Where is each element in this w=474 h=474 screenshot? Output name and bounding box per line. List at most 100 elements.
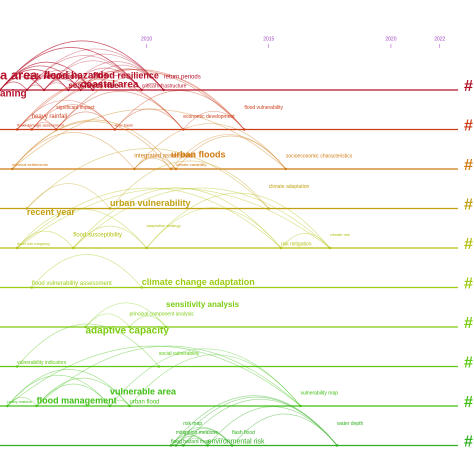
link-arc bbox=[280, 233, 331, 249]
keyword: vulnerable area bbox=[110, 386, 177, 396]
keyword: water depth bbox=[337, 421, 363, 427]
keyword: vulnerability indicators bbox=[17, 360, 67, 366]
keyword-node bbox=[182, 444, 185, 447]
keyword: integrated assessment bbox=[134, 154, 195, 160]
keyword-node bbox=[133, 167, 136, 171]
keyword: socioeconomic characteristics bbox=[286, 153, 353, 159]
link-arc bbox=[31, 104, 116, 130]
cluster-label: # bbox=[464, 236, 473, 253]
keyword-node bbox=[79, 88, 82, 92]
link-arc bbox=[0, 65, 81, 91]
keyword: mitigation measure bbox=[176, 430, 218, 436]
keyword: significant impact bbox=[56, 105, 95, 111]
keyword: return periods bbox=[164, 75, 201, 81]
link-arc bbox=[0, 81, 28, 91]
link-arc bbox=[36, 383, 111, 407]
keyword-node bbox=[174, 444, 178, 447]
link-arc bbox=[7, 396, 37, 407]
cluster-label: # bbox=[464, 355, 473, 372]
keyword-node bbox=[206, 444, 209, 447]
keyword-node bbox=[108, 207, 112, 210]
link-arc bbox=[11, 121, 172, 170]
link-arc bbox=[0, 47, 142, 91]
link-arc bbox=[146, 207, 282, 249]
keyword: heavy rainfall bbox=[32, 114, 67, 120]
link-arc bbox=[16, 208, 147, 249]
keyword-node bbox=[299, 404, 302, 408]
link-arc bbox=[68, 85, 81, 91]
link-arc bbox=[16, 323, 160, 367]
link-arc bbox=[73, 187, 282, 249]
keyword: a area bbox=[0, 67, 38, 82]
link-arc bbox=[170, 434, 208, 446]
keyword-node bbox=[128, 325, 131, 329]
keyword: economic development bbox=[183, 114, 235, 120]
link-arc bbox=[182, 110, 245, 130]
keyword-node bbox=[42, 88, 46, 92]
keyword: climate variability bbox=[176, 162, 206, 167]
keyword-node bbox=[30, 286, 33, 289]
keyword-node bbox=[169, 444, 173, 447]
keyword-node bbox=[15, 246, 19, 250]
keyword: risk reduction bbox=[27, 72, 80, 81]
link-arc bbox=[43, 75, 94, 91]
keyword: flood risk mapping bbox=[17, 241, 49, 246]
link-arc bbox=[134, 156, 177, 170]
link-arc bbox=[43, 53, 164, 91]
link-arc bbox=[175, 396, 338, 446]
link-arc bbox=[109, 348, 301, 407]
keyword-node bbox=[164, 325, 168, 329]
x-tick-label: 2020 bbox=[385, 36, 396, 42]
link-arc bbox=[182, 437, 208, 446]
cluster-label: # bbox=[464, 118, 473, 135]
link-arc bbox=[0, 81, 28, 91]
keyword-node bbox=[279, 246, 283, 250]
keyword-node bbox=[243, 128, 246, 131]
keyword-node bbox=[108, 404, 112, 408]
keyword: informal settlements bbox=[12, 162, 48, 167]
link-arc bbox=[114, 90, 245, 130]
keyword: flood hazard map bbox=[171, 439, 210, 445]
keyword-node bbox=[113, 128, 117, 131]
keyword-node bbox=[84, 325, 87, 329]
link-arc bbox=[7, 374, 111, 407]
keyword: vulnerability map bbox=[301, 390, 339, 396]
keyword: flood management bbox=[37, 395, 117, 405]
keyword: flood vulnerability bbox=[244, 105, 283, 111]
link-arc bbox=[16, 79, 184, 130]
link-arc bbox=[129, 315, 167, 328]
link-arc bbox=[109, 160, 270, 209]
link-arc bbox=[170, 441, 184, 446]
link-arc bbox=[16, 99, 116, 130]
link-arc bbox=[43, 82, 69, 91]
link-arc bbox=[16, 187, 331, 249]
link-arc bbox=[73, 225, 147, 249]
keyword-node bbox=[30, 128, 33, 131]
keyword: urban vulnerability bbox=[110, 198, 191, 208]
link-arc bbox=[85, 302, 167, 328]
keyword: critical infrastructure bbox=[142, 83, 187, 89]
keyword-node bbox=[328, 246, 332, 250]
keyword: risk map bbox=[183, 421, 202, 427]
keyword: river basin bbox=[115, 123, 133, 128]
link-arc bbox=[109, 399, 130, 407]
keyword: policy makers bbox=[7, 399, 31, 404]
link-arc bbox=[0, 47, 142, 91]
keyword: climate risk bbox=[330, 232, 350, 237]
link-arc bbox=[0, 69, 69, 91]
link-arc bbox=[0, 76, 45, 91]
link-arc bbox=[26, 55, 142, 91]
link-arc bbox=[7, 345, 301, 407]
link-arc bbox=[55, 91, 184, 130]
link-arc bbox=[92, 75, 142, 91]
link-arc bbox=[175, 135, 287, 170]
keyword-node bbox=[25, 88, 29, 92]
keyword: flood resilience bbox=[93, 70, 159, 80]
link-arc bbox=[16, 230, 74, 249]
keyword: sensitivity analysis bbox=[166, 300, 239, 309]
keyword-node bbox=[6, 404, 9, 408]
keyword: risk mitigation bbox=[281, 241, 312, 247]
keyword: environmental risk bbox=[208, 438, 265, 445]
keyword-node bbox=[128, 404, 131, 408]
keyword-node bbox=[35, 404, 38, 408]
